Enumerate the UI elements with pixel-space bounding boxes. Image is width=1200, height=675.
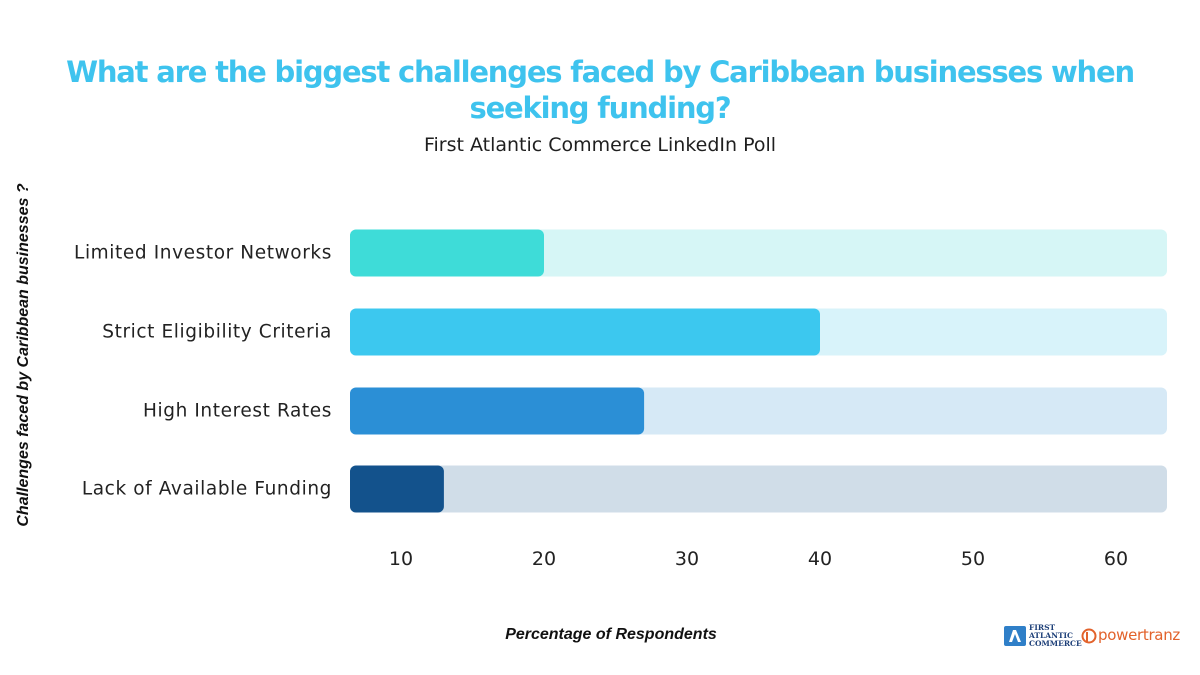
chart-title-line-1: What are the biggest challenges faced by… bbox=[66, 55, 1135, 89]
x-tick-label: 20 bbox=[532, 548, 556, 570]
bar bbox=[350, 229, 544, 277]
category-labels-group: Limited Investor Networks Strict Eligibil… bbox=[74, 243, 332, 500]
x-tick-label: 50 bbox=[961, 548, 985, 570]
y-axis-label-text: Challenges faced by Caribbean businesses… bbox=[15, 183, 32, 527]
fac-logo-line-2: ATLANTIC bbox=[1029, 631, 1073, 640]
powertranz-logo-mark-icon bbox=[1081, 628, 1097, 644]
category-label: High Interest Rates bbox=[143, 401, 332, 422]
first-atlantic-commerce-logo: FIRST ATLANTIC COMMERCE bbox=[1004, 624, 1082, 650]
chart-title: What are the biggest challenges faced by… bbox=[0, 54, 1200, 126]
chart-subtitle: First Atlantic Commerce LinkedIn Poll bbox=[423, 134, 777, 156]
bar bbox=[350, 465, 444, 513]
bar bbox=[350, 387, 645, 435]
category-label: Limited Investor Networks bbox=[74, 243, 332, 264]
powertranz-logo-text: powertranz bbox=[1098, 626, 1180, 644]
category-label: Strict Eligibility Criteria bbox=[102, 322, 332, 343]
category-label: Lack of Available Funding bbox=[82, 479, 332, 500]
bars-group bbox=[350, 229, 1167, 513]
x-tick-label: 40 bbox=[808, 548, 832, 570]
fac-logo-line-3: COMMERCE bbox=[1029, 639, 1082, 648]
bar-track bbox=[350, 465, 1167, 513]
bar-track bbox=[350, 229, 1167, 277]
x-tick-label: 60 bbox=[1104, 548, 1128, 570]
x-tick-label: 30 bbox=[675, 548, 699, 570]
bar bbox=[350, 308, 820, 356]
x-tick-label: 10 bbox=[389, 548, 413, 570]
x-axis-label: Percentage of Respondents bbox=[505, 626, 717, 643]
chart-title-line-2: seeking funding? bbox=[469, 91, 732, 125]
x-tick-labels-group: 10 20 30 40 50 60 bbox=[389, 548, 1128, 570]
fac-logo-text: FIRST ATLANTIC COMMERCE bbox=[1029, 624, 1082, 648]
fac-logo-mark-icon bbox=[1004, 626, 1026, 646]
fac-logo-line-1: FIRST bbox=[1029, 623, 1056, 632]
